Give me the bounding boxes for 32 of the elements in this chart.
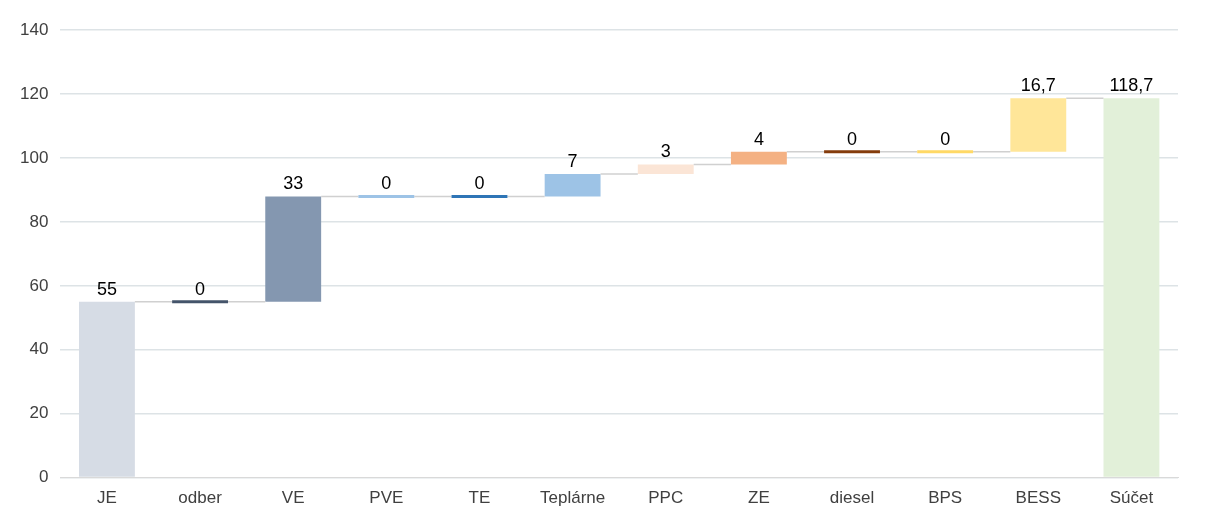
x-tick-label: ZE <box>748 488 770 508</box>
x-tick-label: JE <box>97 488 117 508</box>
data-label: 4 <box>753 128 764 149</box>
data-label: 0 <box>847 128 858 149</box>
y-tick-label: 40 <box>29 339 49 359</box>
data-label: 0 <box>474 173 485 194</box>
x-tick-label: BESS <box>1015 488 1061 508</box>
data-label: 7 <box>567 150 578 171</box>
x-tick-label: TE <box>468 488 491 508</box>
data-label: 118,7 <box>1109 75 1154 96</box>
data-label: 33 <box>283 173 304 194</box>
data-label: 55 <box>96 278 117 299</box>
y-tick-label: 140 <box>19 19 49 39</box>
x-tick-label: odber <box>178 488 223 508</box>
data-label: 16,7 <box>1020 75 1056 96</box>
x-tick-label: BPS <box>928 488 963 508</box>
x-tick-label: Súčet <box>1109 488 1154 508</box>
data-label: 0 <box>381 173 392 194</box>
data-label: 0 <box>940 128 951 149</box>
x-tick-label: Teplárne <box>540 488 606 508</box>
y-tick-label: 120 <box>19 83 49 103</box>
y-tick-label: 80 <box>29 211 49 231</box>
x-tick-label: PPC <box>648 488 684 508</box>
y-tick-label: 20 <box>29 403 49 423</box>
y-tick-label: 100 <box>19 147 49 167</box>
y-tick-label: 60 <box>29 275 49 295</box>
y-tick-label: 0 <box>38 467 49 487</box>
x-tick-label: VE <box>281 488 305 508</box>
data-label: 3 <box>660 141 671 162</box>
data-label: 0 <box>195 278 206 299</box>
x-tick-label: diesel <box>829 488 875 508</box>
x-tick-label: PVE <box>369 488 404 508</box>
